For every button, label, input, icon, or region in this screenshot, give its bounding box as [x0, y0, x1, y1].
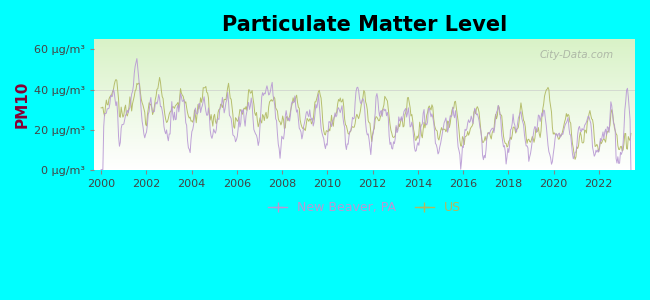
Title: Particulate Matter Level: Particulate Matter Level	[222, 15, 507, 35]
Text: City-Data.com: City-Data.com	[540, 50, 614, 60]
Legend: New Beaver, PA, US: New Beaver, PA, US	[263, 196, 466, 219]
Y-axis label: PM10: PM10	[15, 81, 30, 128]
